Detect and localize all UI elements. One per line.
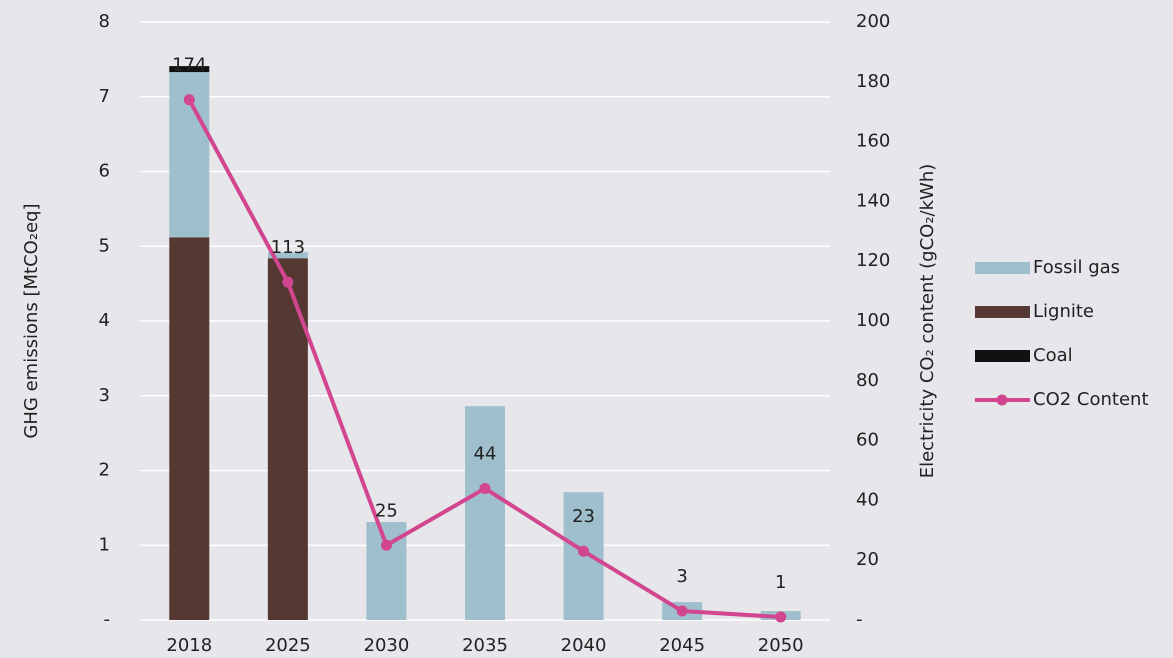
- y2-tick-label: 20: [856, 549, 879, 570]
- legend-label: Fossil gas: [1033, 257, 1120, 278]
- y-tick-label: 1: [99, 534, 110, 555]
- y-tick-label: 8: [99, 11, 110, 32]
- data-label: 1: [775, 572, 786, 593]
- y-tick-label: 6: [99, 161, 110, 182]
- x-tick-label: 2018: [166, 635, 212, 656]
- y2-tick-label: 100: [856, 310, 890, 331]
- legend-swatch: [975, 306, 1030, 318]
- y-tick-label: 5: [99, 235, 110, 256]
- y2-tick-label: 80: [856, 370, 879, 391]
- line-marker: [380, 539, 392, 551]
- x-tick-label: 2030: [364, 635, 410, 656]
- data-label: 113: [271, 237, 305, 258]
- legend-swatch: [975, 350, 1030, 362]
- y-tick-label: 7: [99, 86, 110, 107]
- legend-label: CO2 Content: [1033, 389, 1149, 410]
- y2-tick-label: 60: [856, 430, 879, 451]
- y2-tick-label: 40: [856, 489, 879, 510]
- y-tick-label: -: [104, 609, 111, 630]
- line-marker: [775, 611, 787, 623]
- y-tick-label: 3: [99, 385, 110, 406]
- x-tick-label: 2050: [758, 635, 804, 656]
- y2-tick-label: 120: [856, 250, 890, 271]
- y-tick-label: 2: [99, 460, 110, 481]
- x-tick-label: 2025: [265, 635, 311, 656]
- line-marker: [479, 482, 491, 494]
- y-axis-label: GHG emissions [MtCO₂eq]: [21, 203, 42, 438]
- data-label: 23: [572, 506, 595, 527]
- y2-axis-label: Electricity CO₂ content (gCO₂/kWh): [917, 164, 938, 479]
- y2-tick-label: 200: [856, 11, 890, 32]
- x-tick-label: 2040: [561, 635, 607, 656]
- y-tick-label: 4: [99, 310, 110, 331]
- bar-segment: [267, 252, 308, 259]
- line-marker: [676, 605, 688, 617]
- y2-tick-label: 140: [856, 190, 890, 211]
- y2-tick-label: 160: [856, 131, 890, 152]
- line-marker: [282, 276, 294, 288]
- legend-swatch: [996, 394, 1008, 406]
- y2-tick-label: 180: [856, 71, 890, 92]
- data-label: 3: [676, 566, 687, 587]
- x-tick-label: 2035: [462, 635, 508, 656]
- legend-label: Coal: [1033, 345, 1073, 366]
- legend-label: Lignite: [1033, 301, 1094, 322]
- legend-swatch: [975, 262, 1030, 274]
- x-tick-label: 2045: [659, 635, 705, 656]
- line-marker: [183, 94, 195, 106]
- data-label: 25: [375, 500, 398, 521]
- bar-segment: [169, 66, 210, 73]
- line-marker: [578, 545, 590, 557]
- bar-segment: [267, 258, 308, 620]
- y2-tick-label: -: [856, 609, 863, 630]
- bar-segment: [465, 406, 505, 620]
- data-label: 44: [474, 443, 497, 464]
- data-label: 174: [172, 55, 206, 76]
- bar-segment: [169, 237, 210, 620]
